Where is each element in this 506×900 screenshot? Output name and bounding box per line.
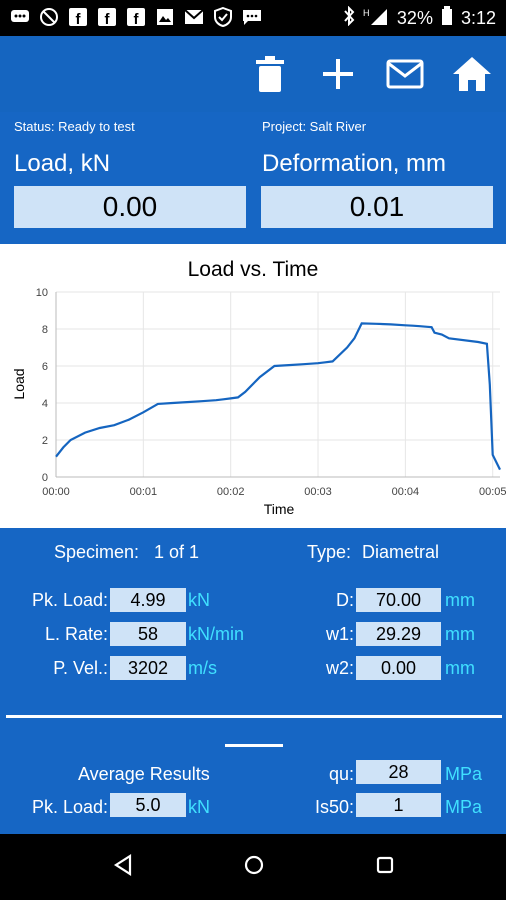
x-tick-label: 00:00 bbox=[42, 486, 70, 498]
p-vel-unit: m/s bbox=[188, 658, 217, 678]
facebook-icon: f bbox=[126, 7, 146, 27]
back-icon bbox=[113, 853, 133, 881]
w2-value: 0.00 bbox=[356, 656, 441, 680]
load-readout: 0.00 bbox=[14, 186, 246, 228]
specimen-label: Specimen: bbox=[54, 542, 140, 562]
home-icon bbox=[453, 56, 491, 96]
status-bar: f f f H 32% 3:12 bbox=[0, 0, 506, 36]
pk-load-unit: kN bbox=[188, 590, 210, 610]
p-vel-label: P. Vel.: bbox=[53, 658, 108, 678]
avg-pk-load-label: Pk. Load: bbox=[31, 797, 108, 817]
x-tick-label: 00:04 bbox=[392, 486, 420, 498]
x-tick-label: 00:03 bbox=[304, 486, 332, 498]
p-vel-value: 3202 bbox=[110, 656, 186, 680]
facebook-icon: f bbox=[97, 7, 117, 27]
divider bbox=[6, 715, 502, 718]
y-tick-label: 4 bbox=[42, 398, 48, 410]
y-tick-label: 10 bbox=[36, 287, 48, 299]
chat-icon bbox=[10, 7, 30, 27]
avg-pk-load-value: 5.0 bbox=[110, 793, 186, 817]
is50-label: Is50: bbox=[314, 797, 354, 817]
delete-button[interactable] bbox=[250, 55, 290, 97]
battery-percent: 32% bbox=[396, 8, 433, 28]
back-button[interactable] bbox=[110, 853, 136, 881]
w2-label: w2: bbox=[325, 658, 354, 678]
svg-text:H: H bbox=[363, 8, 370, 18]
l-rate-unit: kN/min bbox=[188, 624, 245, 644]
mail-icon bbox=[386, 59, 424, 94]
load-time-chart-panel: Load vs. Time 0 2 4 6 8 10 00:00 00:01 00:02 00:0… bbox=[0, 244, 506, 528]
chart-title: Load vs. Time bbox=[188, 258, 319, 281]
status-text: Status: Ready to test bbox=[14, 119, 135, 134]
navigation-bar bbox=[0, 834, 506, 900]
y-tick-label: 6 bbox=[42, 361, 48, 373]
type-label: Type: bbox=[307, 542, 352, 562]
x-axis-label: Time bbox=[264, 501, 295, 517]
w1-value: 29.29 bbox=[356, 622, 441, 646]
load-label: Load, kN bbox=[14, 150, 111, 177]
deformation-readout: 0.01 bbox=[261, 186, 493, 228]
y-tick-label: 2 bbox=[42, 435, 48, 447]
home-nav-button[interactable] bbox=[241, 854, 267, 880]
svg-text:f: f bbox=[76, 11, 82, 26]
add-button[interactable] bbox=[318, 56, 358, 96]
home-button[interactable] bbox=[452, 56, 492, 96]
w1-unit: mm bbox=[445, 624, 475, 644]
facebook-icon: f bbox=[68, 7, 88, 27]
recents-button[interactable] bbox=[372, 854, 398, 880]
w1-label: w1: bbox=[325, 624, 354, 644]
d-value: 70.00 bbox=[356, 588, 441, 612]
square-recents-icon bbox=[375, 855, 395, 880]
svg-text:f: f bbox=[105, 11, 111, 26]
add-icon bbox=[323, 58, 353, 94]
l-rate-label: L. Rate: bbox=[44, 624, 108, 644]
trash-icon bbox=[256, 55, 284, 97]
avg-pk-load-unit: kN bbox=[188, 797, 210, 817]
bluetooth-icon bbox=[343, 5, 355, 31]
notification-icons: f f f bbox=[10, 7, 262, 27]
d-unit: mm bbox=[445, 590, 475, 610]
svg-text:f: f bbox=[134, 11, 140, 26]
shield-check-icon bbox=[213, 7, 233, 27]
image-icon bbox=[155, 7, 175, 27]
test-info-panel: Status: Ready to test Project: Salt Rive… bbox=[0, 112, 506, 244]
pk-load-value: 4.99 bbox=[110, 588, 186, 612]
load-time-chart: Load vs. Time 0 2 4 6 8 10 00:00 00:01 00:02 00:0… bbox=[11, 258, 506, 517]
type-value: Diametral bbox=[362, 542, 440, 562]
signal-icon: H bbox=[363, 6, 389, 31]
drag-handle[interactable] bbox=[225, 744, 283, 747]
is50-unit: MPa bbox=[445, 797, 483, 817]
y-tick-label: 8 bbox=[42, 324, 48, 336]
w2-unit: mm bbox=[445, 658, 475, 678]
message-icon bbox=[242, 7, 262, 27]
app-toolbar bbox=[0, 36, 506, 112]
y-tick-label: 0 bbox=[42, 472, 48, 484]
x-tick-label: 00:05 bbox=[479, 486, 506, 498]
series-line bbox=[55, 322, 501, 471]
x-tick-label: 00:01 bbox=[130, 486, 158, 498]
clock: 3:12 bbox=[460, 8, 496, 28]
specimen-value: 1 of 1 bbox=[154, 542, 200, 562]
is50-value: 1 bbox=[356, 793, 441, 817]
qu-value: 28 bbox=[356, 760, 441, 784]
qu-label: qu: bbox=[328, 764, 354, 784]
x-tick-label: 00:02 bbox=[217, 486, 245, 498]
battery-icon bbox=[441, 6, 453, 31]
qu-unit: MPa bbox=[445, 764, 483, 784]
results-panel: Specimen: 1 of 1 Type: Diametral Pk. Loa… bbox=[0, 528, 506, 834]
l-rate-value: 58 bbox=[110, 622, 186, 646]
gmail-icon bbox=[184, 7, 204, 27]
email-button[interactable] bbox=[385, 56, 425, 96]
pk-load-label: Pk. Load: bbox=[31, 590, 108, 610]
y-axis-label: Load bbox=[11, 368, 27, 399]
d-label: D: bbox=[336, 590, 354, 610]
circle-home-icon bbox=[243, 854, 265, 881]
average-results-heading: Average Results bbox=[78, 764, 210, 784]
deformation-label: Deformation, mm bbox=[262, 150, 447, 177]
block-icon bbox=[39, 7, 59, 27]
project-text: Project: Salt River bbox=[262, 119, 367, 134]
